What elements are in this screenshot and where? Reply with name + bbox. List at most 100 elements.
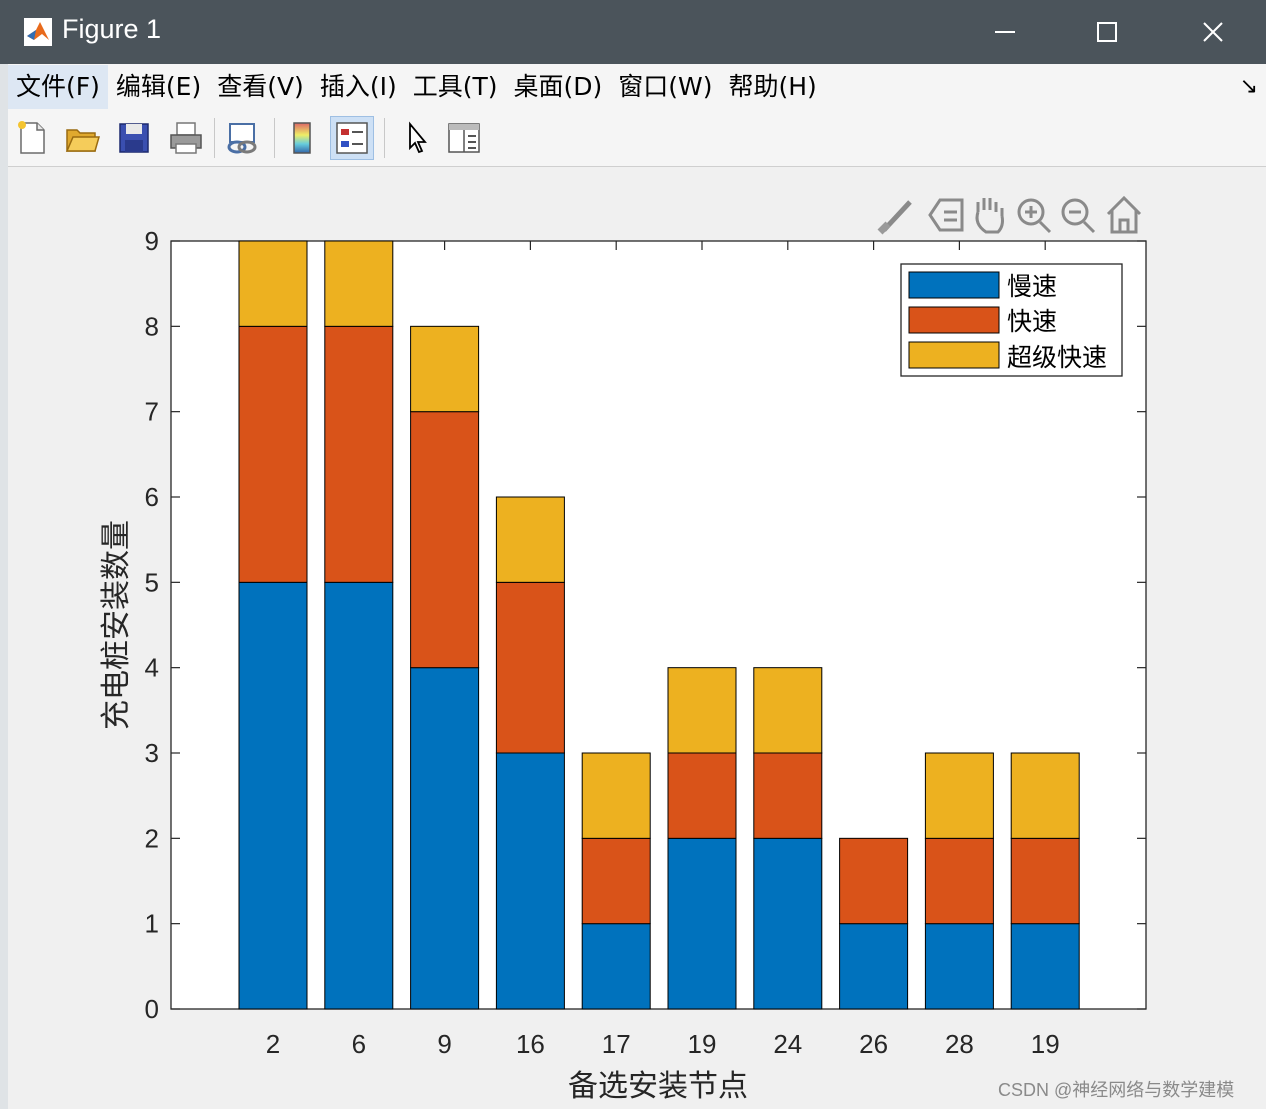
maximize-icon xyxy=(1097,22,1117,42)
bar-segment xyxy=(324,325,394,583)
data-tips-icon[interactable] xyxy=(928,198,964,232)
y-tick-labels: 0 1 2 3 4 5 6 7 8 9 xyxy=(145,226,159,1024)
bar-segment xyxy=(753,667,823,754)
menu-window[interactable]: 窗口(W) xyxy=(618,72,713,101)
bar-segment xyxy=(667,752,737,839)
new-figure-icon xyxy=(18,121,45,154)
save-button[interactable] xyxy=(112,116,156,160)
bar-segment xyxy=(667,667,737,754)
bar-segment xyxy=(410,411,480,669)
menu-help[interactable]: 帮助(H) xyxy=(728,72,817,101)
watermark: CSDN @神经网络与数学建模 xyxy=(998,1080,1235,1100)
y-tick-label: 1 xyxy=(145,909,159,939)
legend-swatch-fast xyxy=(908,306,1000,334)
print-icon xyxy=(170,122,202,154)
x-tick-label: 17 xyxy=(602,1029,631,1059)
x-tick-label: 26 xyxy=(859,1029,888,1059)
pan-icon[interactable] xyxy=(975,198,1004,234)
x-tick-labels: 2 6 9 16 17 19 24 26 28 19 xyxy=(266,1029,1060,1059)
bar-segment xyxy=(667,837,737,1010)
x-tick-label: 16 xyxy=(516,1029,545,1059)
bar-segment xyxy=(324,240,394,327)
x-tick-label: 6 xyxy=(352,1029,366,1059)
bar-segment xyxy=(581,752,651,839)
menu-desktop[interactable]: 桌面(D) xyxy=(513,72,603,101)
y-tick-label: 3 xyxy=(145,738,159,768)
home-icon[interactable] xyxy=(1106,195,1142,234)
bar-segment xyxy=(924,752,994,839)
bar-segment xyxy=(753,837,823,1010)
legend-icon xyxy=(336,122,368,154)
bar-segment xyxy=(495,581,565,754)
y-axis-label: 充电桩安装数量 xyxy=(99,520,134,730)
toolbar-separator xyxy=(274,118,275,158)
bar-segment xyxy=(238,240,308,327)
x-tick-label: 9 xyxy=(437,1029,451,1059)
menu-file[interactable]: 文件(F) xyxy=(8,65,108,109)
close-button[interactable] xyxy=(1168,0,1258,64)
pointer-button[interactable] xyxy=(394,116,438,160)
x-tick-label: 19 xyxy=(1031,1029,1060,1059)
new-figure-button[interactable] xyxy=(10,116,54,160)
brush-icon[interactable] xyxy=(877,200,912,235)
bar-segment xyxy=(839,923,909,1010)
bar-segment xyxy=(581,923,651,1010)
bar-segment xyxy=(410,325,480,413)
link-plot-button[interactable] xyxy=(220,116,264,160)
menu-view[interactable]: 查看(V) xyxy=(217,72,304,101)
legend[interactable]: 慢速 快速 超级快速 xyxy=(900,263,1123,377)
figure-toolbar xyxy=(8,110,1266,167)
menu-insert[interactable]: 插入(I) xyxy=(319,72,397,101)
y-tick-label: 8 xyxy=(145,311,159,341)
bar-segment xyxy=(324,581,394,1010)
zoom-out-icon[interactable] xyxy=(1061,198,1096,234)
legend-label-superfast: 超级快速 xyxy=(1007,343,1107,372)
toolbar-separator xyxy=(384,118,385,158)
property-inspector-button[interactable] xyxy=(442,116,486,160)
menu-bar: 文件(F) 编辑(E) 查看(V) 插入(I) 工具(T) 桌面(D) 窗口(W… xyxy=(8,64,1266,111)
bar-segment xyxy=(1010,923,1080,1010)
bar-segment xyxy=(839,837,909,925)
bar-segment xyxy=(1010,837,1080,925)
open-file-button[interactable] xyxy=(60,116,104,160)
open-file-icon xyxy=(65,129,100,152)
bar-segment xyxy=(924,923,994,1010)
bar-series xyxy=(238,240,1080,1010)
y-tick-label: 4 xyxy=(145,653,159,683)
minimize-button[interactable] xyxy=(960,0,1050,64)
bar-segment xyxy=(238,325,308,583)
bar-segment xyxy=(1010,752,1080,839)
print-button[interactable] xyxy=(164,116,208,160)
legend-swatch-superfast xyxy=(908,341,1000,369)
dock-arrow-icon[interactable]: ↘ xyxy=(1239,74,1258,99)
bar-segment xyxy=(410,667,480,1010)
legend-label-fast: 快速 xyxy=(1007,307,1057,336)
bar-segment xyxy=(581,837,651,925)
menu-tools[interactable]: 工具(T) xyxy=(412,72,498,101)
property-inspector-icon xyxy=(448,123,480,153)
x-tick-label: 28 xyxy=(945,1029,974,1059)
bar-segment xyxy=(924,837,994,925)
y-tick-label: 7 xyxy=(145,397,159,427)
window-title: Figure 1 xyxy=(62,14,162,44)
matlab-logo-icon xyxy=(24,18,52,46)
x-tick-label: 2 xyxy=(266,1029,280,1059)
minimize-icon xyxy=(995,31,1015,33)
axes-toolbar xyxy=(877,195,1142,235)
menu-edit[interactable]: 编辑(E) xyxy=(115,72,202,101)
zoom-in-icon[interactable] xyxy=(1017,198,1052,234)
y-tick-label: 6 xyxy=(145,482,159,512)
bar-segment xyxy=(753,752,823,839)
toolbar-separator xyxy=(214,118,215,158)
pointer-icon xyxy=(409,121,427,154)
y-tick-label: 0 xyxy=(145,994,159,1024)
bar-segment xyxy=(238,581,308,1010)
y-tick-label: 2 xyxy=(145,823,159,853)
x-axis-label: 备选安装节点 xyxy=(568,1069,748,1104)
colorbar-button[interactable] xyxy=(280,116,324,160)
x-tick-label: 19 xyxy=(688,1029,717,1059)
close-icon xyxy=(1203,22,1223,42)
legend-button[interactable] xyxy=(330,116,374,160)
maximize-button[interactable] xyxy=(1062,0,1152,64)
bar-segment xyxy=(495,496,565,583)
